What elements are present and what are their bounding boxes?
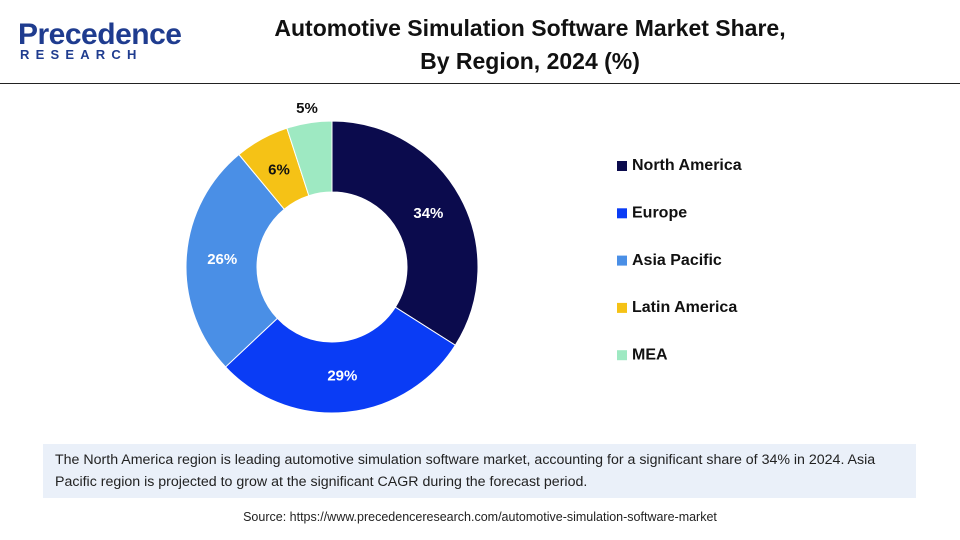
data-label: 6%: [268, 162, 290, 179]
data-label: 5%: [296, 100, 318, 117]
legend-swatch: [617, 161, 627, 171]
legend-swatch: [617, 302, 627, 313]
legend-label: Asia Pacific: [632, 252, 722, 269]
donut-slice: [331, 120, 479, 346]
source: Source: https://www.precedenceresearch.c…: [243, 510, 717, 524]
data-label: 29%: [327, 367, 357, 384]
donut-slice: [286, 120, 333, 197]
donut-slice: [224, 306, 456, 414]
legend-swatch: [617, 350, 627, 361]
header-rule: [0, 83, 960, 84]
legend-swatch: [617, 208, 627, 219]
legend-label: Europe: [632, 205, 687, 222]
data-label: 34%: [413, 205, 443, 222]
legend-label: North America: [632, 157, 742, 174]
chart-title: Automotive Simulation Software Market Sh…: [274, 15, 786, 74]
logo-name: Precedence: [18, 18, 182, 51]
logo-tagline: RESEARCH: [20, 47, 143, 62]
legend-swatch: [617, 255, 627, 266]
donut-slice: [185, 153, 285, 368]
legend-label: Latin America: [632, 299, 737, 316]
data-label: 26%: [207, 251, 237, 268]
description: The North America region is leading auto…: [43, 444, 916, 498]
legend-label: MEA: [632, 346, 668, 363]
